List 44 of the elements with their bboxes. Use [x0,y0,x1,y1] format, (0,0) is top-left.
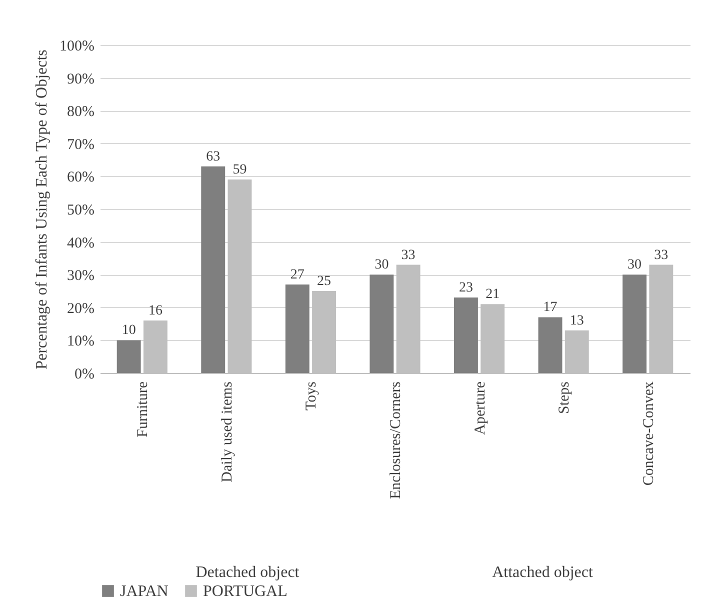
x-tick-label: Aperture [472,381,488,435]
bar [285,284,310,373]
x-tick-label: Furniture [135,381,152,438]
data-label: 13 [570,313,584,328]
y-tick-label: 10% [67,334,94,350]
y-tick-label: 50% [67,202,94,218]
y-tick-label: 0% [74,366,94,382]
y-tick-label: 100% [60,38,94,54]
bar [201,166,226,373]
data-label: 23 [458,280,473,296]
legend-label: PORTUGAL [203,583,288,600]
data-label: 17 [543,300,558,316]
text: Detached object [196,564,300,581]
y-tick-label: 90% [67,71,94,88]
data-label: 33 [401,248,416,263]
y-axis-title: Percentage of Infants Using Each Type of Objects [34,50,51,370]
bar [538,317,562,373]
x-tick-label: Concave-Convex [640,381,657,486]
data-label: 59 [232,162,247,178]
y-tick-label: 70% [67,136,94,153]
y-tick-label: 60% [67,170,94,186]
y-tick-label: 20% [67,300,94,317]
data-label: 33 [654,248,668,263]
data-label: 21 [486,287,500,302]
data-label: 10 [122,323,136,338]
legend-label: JAPAN [120,583,169,600]
y-tick-label: 30% [67,268,94,284]
x-tick-label: Daily used items [219,381,236,482]
bar [116,340,141,373]
bar [370,274,394,373]
data-label: 30 [628,258,642,273]
data-label: 16 [148,304,162,319]
data-label: 25 [317,274,332,289]
data-label: 27 [290,267,304,282]
bar [454,298,478,373]
data-label: 30 [374,258,389,273]
x-tick-label: Toys [304,381,320,410]
y-tick-label: 80% [67,104,94,120]
text: Attached object [492,564,594,581]
bar [622,274,647,373]
x-tick-label: Enclosures/Corners [388,381,404,499]
data-label: 63 [206,149,220,164]
x-tick-label: Steps [556,381,573,414]
y-tick-label: 40% [67,235,94,252]
